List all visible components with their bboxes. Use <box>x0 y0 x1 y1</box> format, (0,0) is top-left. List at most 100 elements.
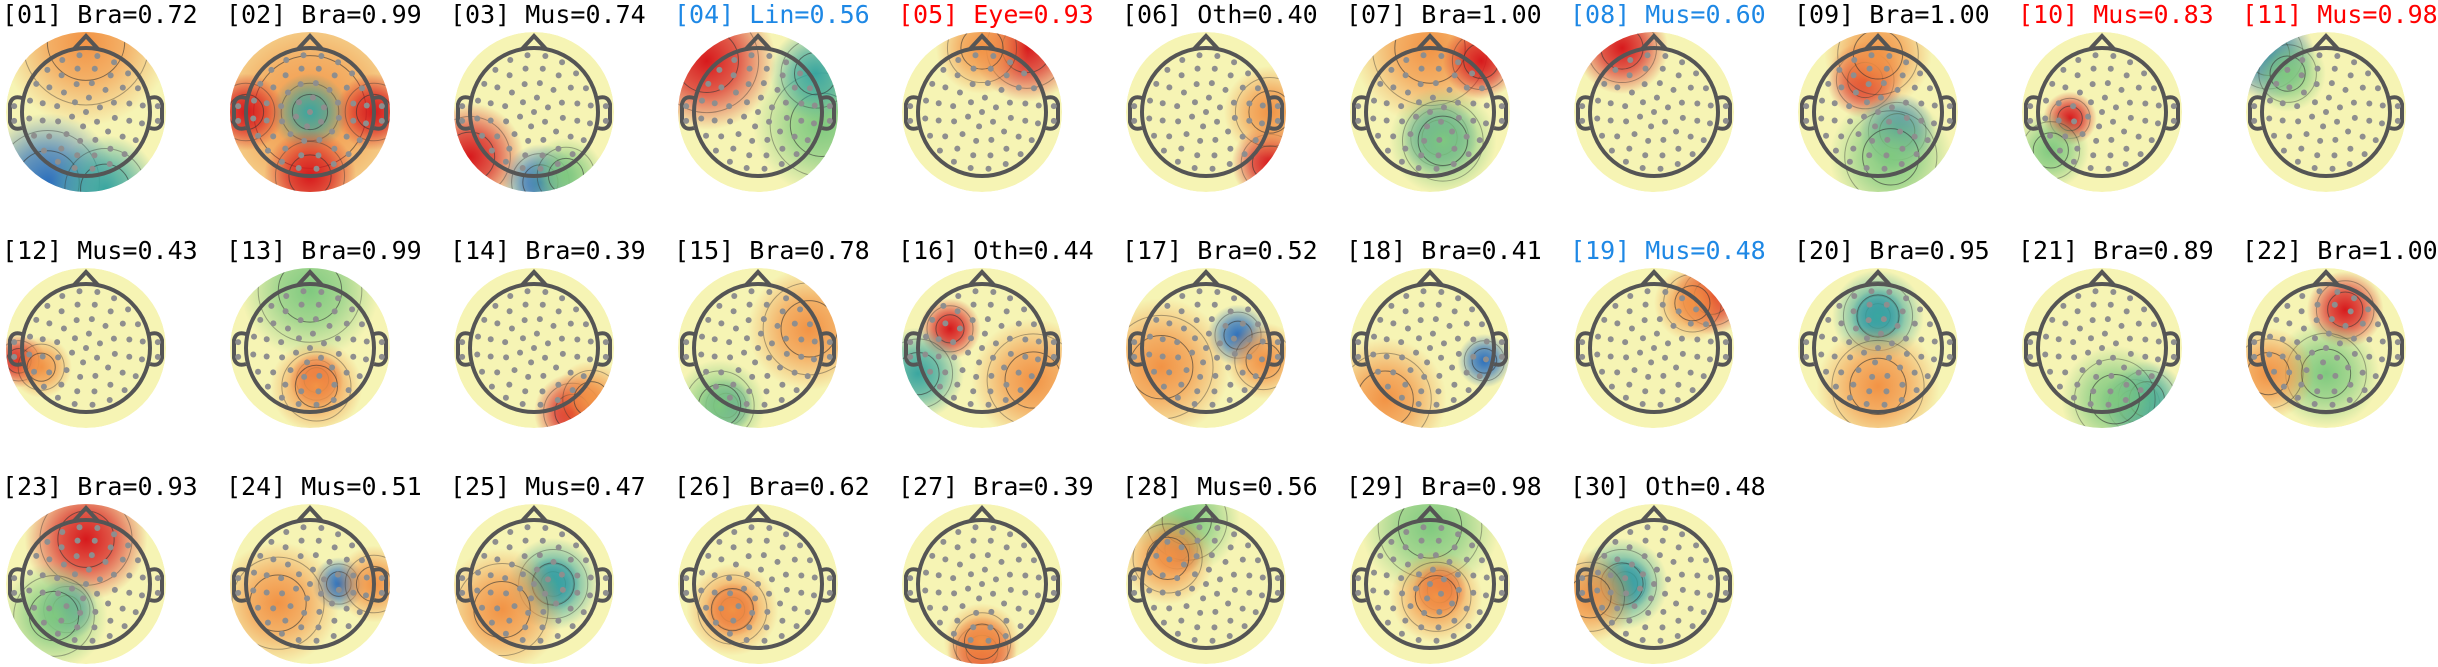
electrode <box>1608 383 1615 390</box>
electrode <box>1722 339 1729 346</box>
ear <box>1352 331 1367 367</box>
ear <box>904 331 919 367</box>
electrode <box>1398 394 1405 401</box>
electrode <box>683 103 690 110</box>
ear <box>1576 567 1591 603</box>
electrode <box>731 57 738 64</box>
electrode <box>111 114 118 121</box>
electrode <box>1435 301 1442 308</box>
electrode <box>2089 317 2096 324</box>
electrode <box>698 115 705 122</box>
electrode <box>1377 316 1384 323</box>
ear <box>680 331 695 367</box>
electrode <box>126 336 133 343</box>
electrode <box>2170 103 2177 110</box>
electrode <box>954 145 961 152</box>
electrode <box>106 396 113 403</box>
electrode <box>39 572 46 579</box>
electrode <box>1674 396 1681 403</box>
electrode <box>362 592 369 599</box>
ear <box>1128 567 1143 603</box>
electrode <box>1211 152 1218 159</box>
electrode <box>1377 80 1384 87</box>
electrode <box>1855 131 1862 138</box>
electrode <box>1847 354 1854 361</box>
electrode <box>502 339 509 346</box>
electrode <box>1034 592 1041 599</box>
electrode <box>1451 381 1458 388</box>
electrode <box>2107 65 2114 72</box>
electrode <box>1657 165 1664 172</box>
nose <box>2312 269 2340 287</box>
electrode <box>950 158 957 165</box>
ear <box>2248 331 2263 367</box>
electrode <box>1246 336 1253 343</box>
nose <box>1864 269 1892 287</box>
electrode <box>987 537 994 544</box>
electrode <box>1398 339 1405 346</box>
map-blob <box>686 563 779 656</box>
electrode <box>284 325 291 332</box>
electrode <box>519 164 526 171</box>
electrode <box>54 103 61 110</box>
map-blob <box>678 32 776 130</box>
electrode <box>315 624 322 631</box>
electrode <box>1191 400 1198 407</box>
electrode <box>1594 115 1601 122</box>
electrode <box>2099 109 2105 115</box>
electrode <box>139 102 146 109</box>
electrode <box>2070 158 2077 165</box>
electrode <box>1881 401 1888 408</box>
ear <box>8 567 23 603</box>
electrode <box>956 325 963 332</box>
component: [07] Bra=1.00 <box>1346 0 1542 192</box>
electrode <box>1478 557 1485 564</box>
electrode <box>1017 623 1024 630</box>
electrode <box>487 100 494 107</box>
ear <box>821 331 836 367</box>
electrode <box>732 561 739 568</box>
electrode <box>2126 335 2133 342</box>
electrode <box>297 553 304 560</box>
electrode <box>743 571 750 578</box>
electrode <box>26 115 33 122</box>
electrode <box>343 605 350 612</box>
electrode <box>125 70 132 77</box>
electrode <box>970 301 977 308</box>
electrode <box>2267 97 2274 104</box>
component-title: [02] Bra=0.99 <box>226 0 422 29</box>
electrode <box>703 132 710 139</box>
electrode <box>297 81 304 88</box>
electrode <box>1200 359 1207 366</box>
electrode <box>1417 317 1424 324</box>
electrode <box>2142 117 2149 124</box>
contour <box>710 587 755 632</box>
electrode <box>537 637 544 644</box>
electrode <box>777 600 784 607</box>
electrode <box>487 117 494 124</box>
electrode <box>1433 401 1440 408</box>
electrode <box>1274 103 1281 110</box>
component: [20] Bra=0.95 <box>1794 236 1990 428</box>
electrode <box>1694 572 1701 579</box>
electrode <box>2345 364 2352 371</box>
electrode <box>2366 353 2373 360</box>
electrode <box>1355 339 1362 346</box>
electrode <box>1455 59 1462 66</box>
electrode <box>1006 335 1013 342</box>
component-title: [14] Bra=0.39 <box>450 236 646 265</box>
electrode <box>2096 359 2103 366</box>
head-outline <box>2260 46 2392 178</box>
electrode <box>1872 123 1879 130</box>
electrode <box>2331 152 2338 159</box>
electrode <box>2334 118 2341 125</box>
electrode <box>1022 100 1029 107</box>
electrode <box>539 152 546 159</box>
electrode <box>2347 145 2354 152</box>
electrode <box>1239 605 1246 612</box>
electrode <box>1664 576 1671 583</box>
electrode <box>1818 115 1825 122</box>
electrode <box>1498 339 1505 346</box>
electrode <box>586 356 593 363</box>
electrode <box>54 575 61 582</box>
